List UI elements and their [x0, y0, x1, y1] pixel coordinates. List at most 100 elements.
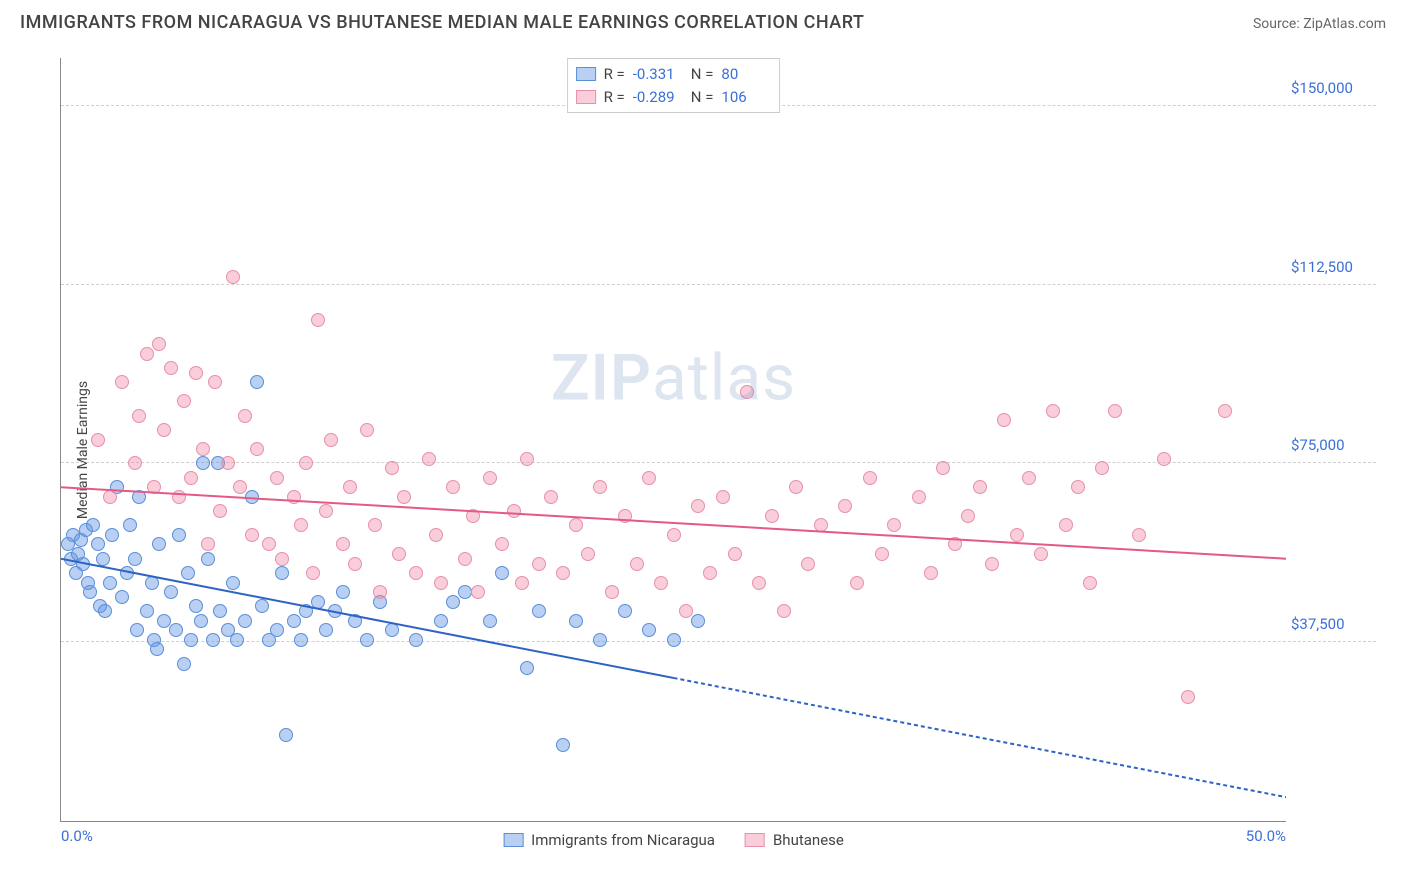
scatter-point — [961, 509, 975, 523]
scatter-point — [544, 490, 558, 504]
scatter-point — [115, 590, 129, 604]
scatter-point — [691, 499, 705, 513]
scatter-point — [181, 566, 195, 580]
scatter-point — [255, 599, 269, 613]
scatter-point — [1132, 528, 1146, 542]
swatch-bhutanese — [576, 90, 596, 104]
scatter-point — [997, 413, 1011, 427]
scatter-point — [556, 738, 570, 752]
scatter-point — [850, 576, 864, 590]
scatter-point — [1034, 547, 1048, 561]
scatter-point — [392, 547, 406, 561]
scatter-point — [299, 604, 313, 618]
scatter-point — [189, 599, 203, 613]
scatter-point — [752, 576, 766, 590]
scatter-point — [306, 566, 320, 580]
scatter-point — [294, 518, 308, 532]
scatter-point — [434, 576, 448, 590]
scatter-point — [132, 409, 146, 423]
scatter-point — [86, 518, 100, 532]
scatter-point — [777, 604, 791, 618]
scatter-point — [1218, 404, 1232, 418]
scatter-point — [83, 585, 97, 599]
scatter-point — [172, 490, 186, 504]
scatter-point — [208, 375, 222, 389]
scatter-point — [936, 461, 950, 475]
scatter-point — [618, 509, 632, 523]
scatter-point — [177, 657, 191, 671]
scatter-point — [311, 595, 325, 609]
scatter-point — [765, 509, 779, 523]
scatter-point — [130, 623, 144, 637]
scatter-point — [189, 366, 203, 380]
scatter-point — [270, 471, 284, 485]
scatter-point — [230, 633, 244, 647]
scatter-point — [409, 633, 423, 647]
scatter-point — [556, 566, 570, 580]
scatter-point — [238, 409, 252, 423]
scatter-point — [630, 557, 644, 571]
scatter-point — [1083, 576, 1097, 590]
y-tick-label: $37,500 — [1291, 615, 1381, 633]
r-value-nicaragua: -0.331 — [633, 63, 683, 86]
scatter-point — [875, 547, 889, 561]
scatter-point — [184, 471, 198, 485]
scatter-point — [128, 552, 142, 566]
scatter-point — [152, 537, 166, 551]
scatter-point — [105, 528, 119, 542]
scatter-point — [654, 576, 668, 590]
r-value-bhutanese: -0.289 — [633, 86, 683, 109]
scatter-point — [495, 537, 509, 551]
scatter-point — [270, 623, 284, 637]
scatter-point — [466, 509, 480, 523]
scatter-point — [924, 566, 938, 580]
scatter-point — [483, 471, 497, 485]
scatter-point — [1022, 471, 1036, 485]
scatter-point — [515, 576, 529, 590]
scatter-point — [348, 557, 362, 571]
grid-line — [61, 284, 1376, 285]
scatter-point — [618, 604, 632, 618]
scatter-point — [605, 585, 619, 599]
scatter-point — [593, 633, 607, 647]
scatter-point — [196, 442, 210, 456]
scatter-point — [226, 576, 240, 590]
x-tick-label: 0.0% — [61, 827, 93, 845]
source-label: Source: — [1253, 16, 1303, 32]
source-name: ZipAtlas.com — [1303, 16, 1386, 32]
scatter-point — [213, 604, 227, 618]
scatter-point — [275, 552, 289, 566]
scatter-point — [679, 604, 693, 618]
scatter-point — [150, 642, 164, 656]
scatter-point — [373, 585, 387, 599]
scatter-point — [287, 490, 301, 504]
scatter-point — [397, 490, 411, 504]
watermark-atlas: atlas — [652, 341, 796, 416]
scatter-point — [319, 623, 333, 637]
scatter-point — [642, 471, 656, 485]
scatter-point — [520, 452, 534, 466]
scatter-point — [324, 433, 338, 447]
y-tick-label: $112,500 — [1291, 258, 1381, 276]
scatter-point — [409, 566, 423, 580]
scatter-point — [262, 537, 276, 551]
scatter-point — [1059, 518, 1073, 532]
r-label: R = — [604, 63, 625, 86]
scatter-point — [446, 480, 460, 494]
scatter-point — [863, 471, 877, 485]
watermark-zip: ZIP — [551, 341, 652, 416]
r-label: R = — [604, 86, 625, 109]
swatch-nicaragua — [576, 67, 596, 81]
scatter-point — [532, 557, 546, 571]
scatter-point — [328, 604, 342, 618]
stats-row-nicaragua: R = -0.331 N = 80 — [576, 63, 772, 86]
n-label: N = — [691, 63, 714, 86]
stats-row-bhutanese: R = -0.289 N = 106 — [576, 86, 772, 109]
scatter-point — [96, 552, 110, 566]
scatter-point — [973, 480, 987, 494]
scatter-point — [360, 423, 374, 437]
scatter-point — [667, 528, 681, 542]
scatter-point — [348, 614, 362, 628]
x-tick-label: 50.0% — [1246, 827, 1286, 845]
scatter-point — [147, 480, 161, 494]
